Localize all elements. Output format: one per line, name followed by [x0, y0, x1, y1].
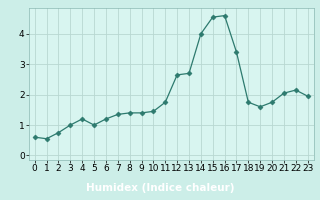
Text: Humidex (Indice chaleur): Humidex (Indice chaleur) [86, 183, 234, 193]
